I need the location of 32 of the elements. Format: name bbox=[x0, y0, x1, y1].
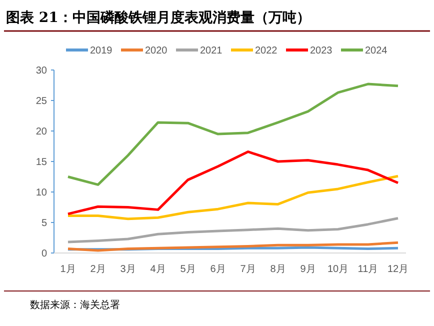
legend-label: 2019 bbox=[90, 46, 113, 56]
x-tick-label: 11月 bbox=[358, 264, 378, 275]
x-tick-label: 5月 bbox=[180, 264, 196, 275]
line-series bbox=[66, 216, 400, 244]
y-tick-label: 30 bbox=[36, 66, 48, 76]
y-tick-label: 5 bbox=[41, 218, 48, 229]
x-tick-label: 7月 bbox=[240, 264, 256, 275]
x-tick-label: 3月 bbox=[120, 264, 136, 275]
y-tick-label: 15 bbox=[36, 157, 48, 168]
legend-label: 2023 bbox=[310, 46, 333, 56]
legend-label: 2020 bbox=[145, 46, 168, 56]
line-series bbox=[66, 174, 400, 220]
x-tick-label: 12月 bbox=[387, 264, 409, 275]
chart-title: 图表 21：中国磷酸铁锂月度表观消费量（万吨） bbox=[6, 9, 310, 26]
legend-label: 2021 bbox=[200, 46, 223, 56]
x-tick-label: 9月 bbox=[300, 264, 316, 275]
x-tick-label: 4月 bbox=[150, 264, 166, 275]
line-series bbox=[66, 150, 400, 216]
legend-label: 2022 bbox=[255, 46, 278, 56]
y-tick-label: 10 bbox=[36, 188, 48, 198]
line-series bbox=[66, 82, 400, 186]
y-tick-label: 0 bbox=[41, 248, 48, 260]
y-tick-label: 25 bbox=[36, 96, 48, 107]
source-note: 数据来源：海关总署 bbox=[30, 299, 120, 311]
x-tick-label: 10月 bbox=[327, 264, 349, 275]
legend-label: 2024 bbox=[365, 46, 388, 56]
x-tick-label: 1月 bbox=[60, 264, 76, 275]
x-tick-label: 6月 bbox=[210, 264, 226, 275]
x-tick-label: 8月 bbox=[270, 264, 286, 275]
line-series bbox=[66, 241, 400, 252]
x-tick-label: 2月 bbox=[90, 264, 106, 275]
y-tick-label: 20 bbox=[36, 126, 48, 138]
